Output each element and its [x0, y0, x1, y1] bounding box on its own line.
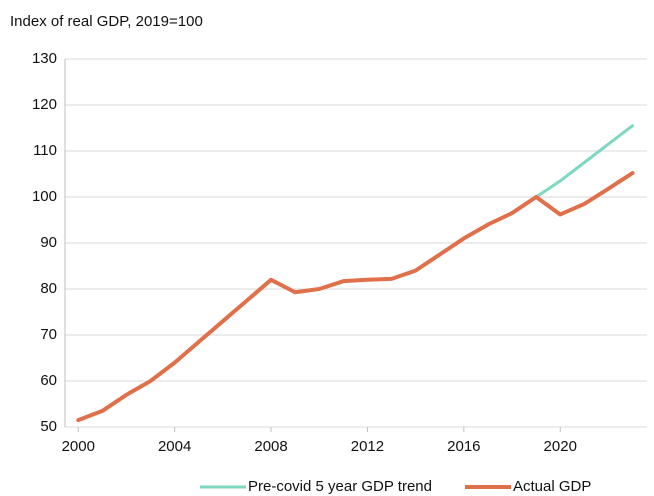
x-tick-label: 2016 — [447, 438, 480, 455]
x-tick-label: 2012 — [351, 438, 384, 455]
y-tick-label: 120 — [32, 96, 57, 113]
y-tick-label: 130 — [32, 50, 57, 67]
x-tick-label: 2000 — [62, 438, 95, 455]
y-tick-label: 80 — [40, 280, 57, 297]
line-series — [534, 124, 635, 199]
x-tick-label: 2020 — [544, 438, 577, 455]
y-tick-label: 50 — [40, 418, 57, 435]
legend-label: Actual GDP — [513, 478, 591, 495]
x-tick-label: 2008 — [254, 438, 287, 455]
line-series — [76, 171, 635, 423]
x-tick-label: 2004 — [158, 438, 191, 455]
axis-title: Index of real GDP, 2019=100 — [10, 13, 203, 30]
y-tick-label: 100 — [32, 188, 57, 205]
y-tick-label: 70 — [40, 326, 57, 343]
y-tick-label: 60 — [40, 372, 57, 389]
y-tick-label: 110 — [33, 142, 57, 159]
legend-label: Pre-covid 5 year GDP trend — [248, 478, 432, 495]
y-tick-label: 90 — [40, 234, 57, 251]
